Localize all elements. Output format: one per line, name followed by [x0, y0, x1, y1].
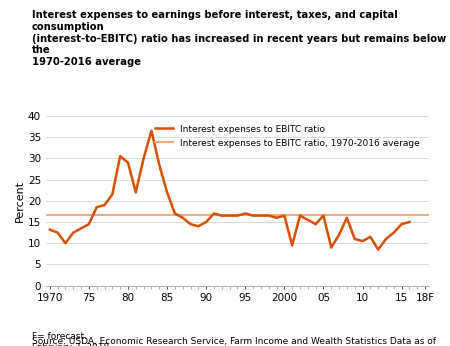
- Text: Source: USDA, Economic Research Service, Farm Income and Wealth Statistics Data : Source: USDA, Economic Research Service,…: [32, 337, 436, 346]
- Text: Interest expenses to earnings before interest, taxes, and capital consumption
(i: Interest expenses to earnings before int…: [32, 10, 446, 67]
- Text: February 7, 2018.: February 7, 2018.: [32, 343, 112, 346]
- Legend: Interest expenses to EBITC ratio, Interest expenses to EBITC ratio, 1970-2016 av: Interest expenses to EBITC ratio, Intere…: [150, 120, 424, 152]
- Text: F= forecast.: F= forecast.: [32, 332, 86, 341]
- Y-axis label: Percent: Percent: [15, 180, 25, 222]
